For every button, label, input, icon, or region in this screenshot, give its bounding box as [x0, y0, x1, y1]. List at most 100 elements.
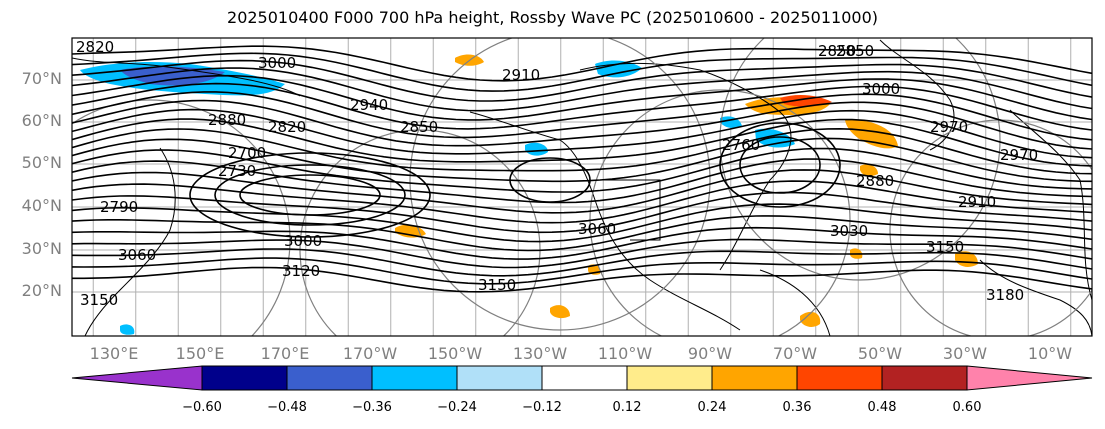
- lat-label: 30°N: [21, 239, 62, 258]
- contour-label: 2880: [856, 172, 894, 190]
- contour-label: 2940: [350, 96, 388, 114]
- colorbar-tick: −0.60: [182, 400, 222, 415]
- lon-label: 170°E: [260, 344, 310, 363]
- lat-label: 50°N: [21, 153, 62, 172]
- height-contour: [72, 82, 1092, 131]
- height-contour: [509, 157, 591, 203]
- contour-label: 3150: [478, 276, 516, 294]
- contour-label: 2730: [218, 162, 256, 180]
- lon-label: 130°E: [89, 344, 139, 363]
- colorbar-tick: 0.24: [697, 400, 727, 415]
- contour-label: 3000: [862, 80, 900, 98]
- height-contours: [72, 45, 1092, 293]
- lon-label: 70°W: [772, 344, 818, 363]
- contour-label: 3000: [284, 232, 322, 250]
- lat-label: 40°N: [21, 196, 62, 215]
- height-contour: [72, 147, 1092, 193]
- colorbar-segment: [71, 365, 203, 391]
- height-contour: [72, 137, 1092, 183]
- colorbar: [71, 365, 1093, 391]
- height-contour: [72, 118, 1092, 167]
- contour-label: 2910: [958, 193, 996, 211]
- height-contour: [719, 122, 841, 208]
- contour-label: 3120: [282, 262, 320, 280]
- height-contour: [72, 52, 1092, 92]
- height-contour: [72, 45, 1092, 82]
- height-contour: [72, 74, 1092, 121]
- contour-label: 3150: [80, 291, 118, 309]
- height-contour: [214, 164, 406, 226]
- colorbar-segment: [456, 365, 543, 391]
- lat-label: 20°N: [21, 281, 62, 300]
- contour-label: 3060: [578, 220, 616, 238]
- height-contour: [72, 266, 1092, 293]
- height-contour: [72, 108, 1092, 159]
- height-contour: [72, 99, 1092, 150]
- contour-label: 2820: [76, 38, 114, 56]
- height-contour: [72, 248, 1092, 277]
- colorbar-segment: [286, 365, 373, 391]
- colorbar-tick: −0.12: [522, 400, 562, 415]
- contour-label: 3030: [830, 222, 868, 240]
- contour-label: 3180: [986, 286, 1024, 304]
- height-contour: [739, 136, 821, 194]
- contour-label: 2970: [930, 118, 968, 136]
- lat-label: 60°N: [21, 111, 62, 130]
- lon-label: 90°W: [687, 344, 733, 363]
- lon-label: 150°W: [427, 344, 483, 363]
- colorbar-segment: [201, 365, 288, 391]
- colorbar-tick: 0.12: [612, 400, 642, 415]
- contour-label: 3000: [258, 54, 296, 72]
- height-contour: [72, 191, 1092, 234]
- contour-label: 2910: [502, 66, 540, 84]
- height-contour: [72, 91, 1092, 141]
- contour-label: 2700: [228, 144, 266, 162]
- colorbar-segment: [371, 365, 458, 391]
- colorbar-tick: 0.60: [952, 400, 982, 415]
- colorbar-segment: [796, 365, 883, 391]
- contour-label: 2880: [208, 111, 246, 129]
- colorbar-segment: [711, 365, 798, 391]
- colorbar-segment: [541, 365, 628, 391]
- lon-label: 110°W: [597, 344, 653, 363]
- lon-label: 130°W: [512, 344, 568, 363]
- contour-label: 2850: [818, 42, 856, 60]
- contour-label: 3150: [926, 238, 964, 256]
- height-contour: [189, 152, 431, 238]
- height-contour: [72, 67, 1092, 112]
- contour-label: 2760: [722, 136, 760, 154]
- contour-label: 3060: [118, 246, 156, 264]
- chart-title: 2025010400 F000 700 hPa height, Rossby W…: [227, 8, 878, 27]
- height-contour: [72, 169, 1092, 214]
- lon-label: 170°W: [342, 344, 398, 363]
- height-contour: [239, 174, 381, 216]
- height-contour: [72, 215, 1092, 252]
- lon-label: 10°W: [1027, 344, 1073, 363]
- contour-label: 2970: [1000, 146, 1038, 164]
- colorbar-segment: [626, 365, 713, 391]
- height-contour: [72, 257, 1092, 285]
- lon-label: 150°E: [175, 344, 225, 363]
- lon-label: 50°W: [857, 344, 903, 363]
- colorbar-tick: −0.48: [267, 400, 307, 415]
- height-contour: [72, 158, 1092, 204]
- map-frame: [71, 37, 1093, 337]
- contour-label: 2850: [836, 42, 874, 60]
- colorbar-tick: −0.36: [352, 400, 392, 415]
- contour-label: 2850: [400, 118, 438, 136]
- contour-label: 2790: [100, 198, 138, 216]
- colorbar-segment: [966, 365, 1093, 391]
- colorbar-tick: −0.24: [437, 400, 477, 415]
- height-contour: [72, 203, 1092, 243]
- contour-labels: 2820 3000 2910 2850 2880 2820 2940 2850 27002730…: [76, 38, 1038, 309]
- contour-label: 2820: [268, 118, 306, 136]
- height-contour: [72, 127, 1092, 175]
- lat-label: 70°N: [21, 69, 62, 88]
- colorbar-segment: [881, 365, 968, 391]
- colorbar-tick: 0.36: [782, 400, 812, 415]
- height-contour: [72, 180, 1092, 224]
- height-contour: [72, 226, 1092, 260]
- map-panel: [72, 38, 1092, 336]
- height-contour: [72, 59, 1092, 102]
